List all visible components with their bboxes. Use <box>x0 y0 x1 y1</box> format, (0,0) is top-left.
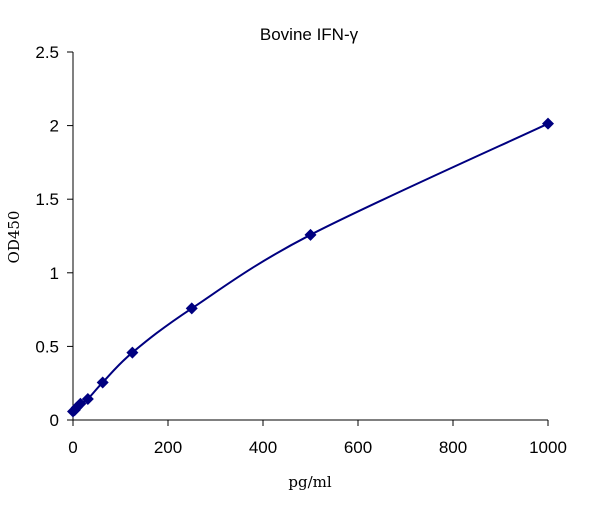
data-point-marker <box>542 117 554 130</box>
chart-title: Bovine IFN-γ <box>260 25 359 44</box>
y-ticks: 0 0.5 1 1.5 2 2.5 <box>35 43 73 430</box>
data-point-marker <box>81 392 94 405</box>
fit-curve <box>72 122 549 413</box>
y-tick-label: 1 <box>50 264 59 283</box>
x-tick-label: 200 <box>154 438 182 457</box>
data-points <box>67 117 554 418</box>
y-tick-label: 0.5 <box>35 337 59 356</box>
y-tick-label: 2.5 <box>35 43 59 62</box>
x-ticks: 0 200 400 600 800 1000 <box>68 420 567 457</box>
data-point-marker <box>96 376 109 389</box>
x-tick-label: 800 <box>439 438 467 457</box>
y-tick-label: 1.5 <box>35 190 59 209</box>
x-tick-label: 600 <box>344 438 372 457</box>
axes <box>72 52 548 421</box>
data-point-marker <box>126 346 139 359</box>
x-tick-label: 1000 <box>529 438 567 457</box>
x-axis-label: pg/ml <box>288 473 331 491</box>
data-point-marker <box>185 302 198 315</box>
x-tick-label: 0 <box>68 438 77 457</box>
y-tick-label: 0 <box>50 411 59 430</box>
data-point-marker <box>304 228 317 241</box>
x-tick-label: 400 <box>249 438 277 457</box>
y-axis-label: OD450 <box>5 211 23 264</box>
y-tick-label: 2 <box>50 117 59 136</box>
data-point-marker <box>74 397 87 410</box>
